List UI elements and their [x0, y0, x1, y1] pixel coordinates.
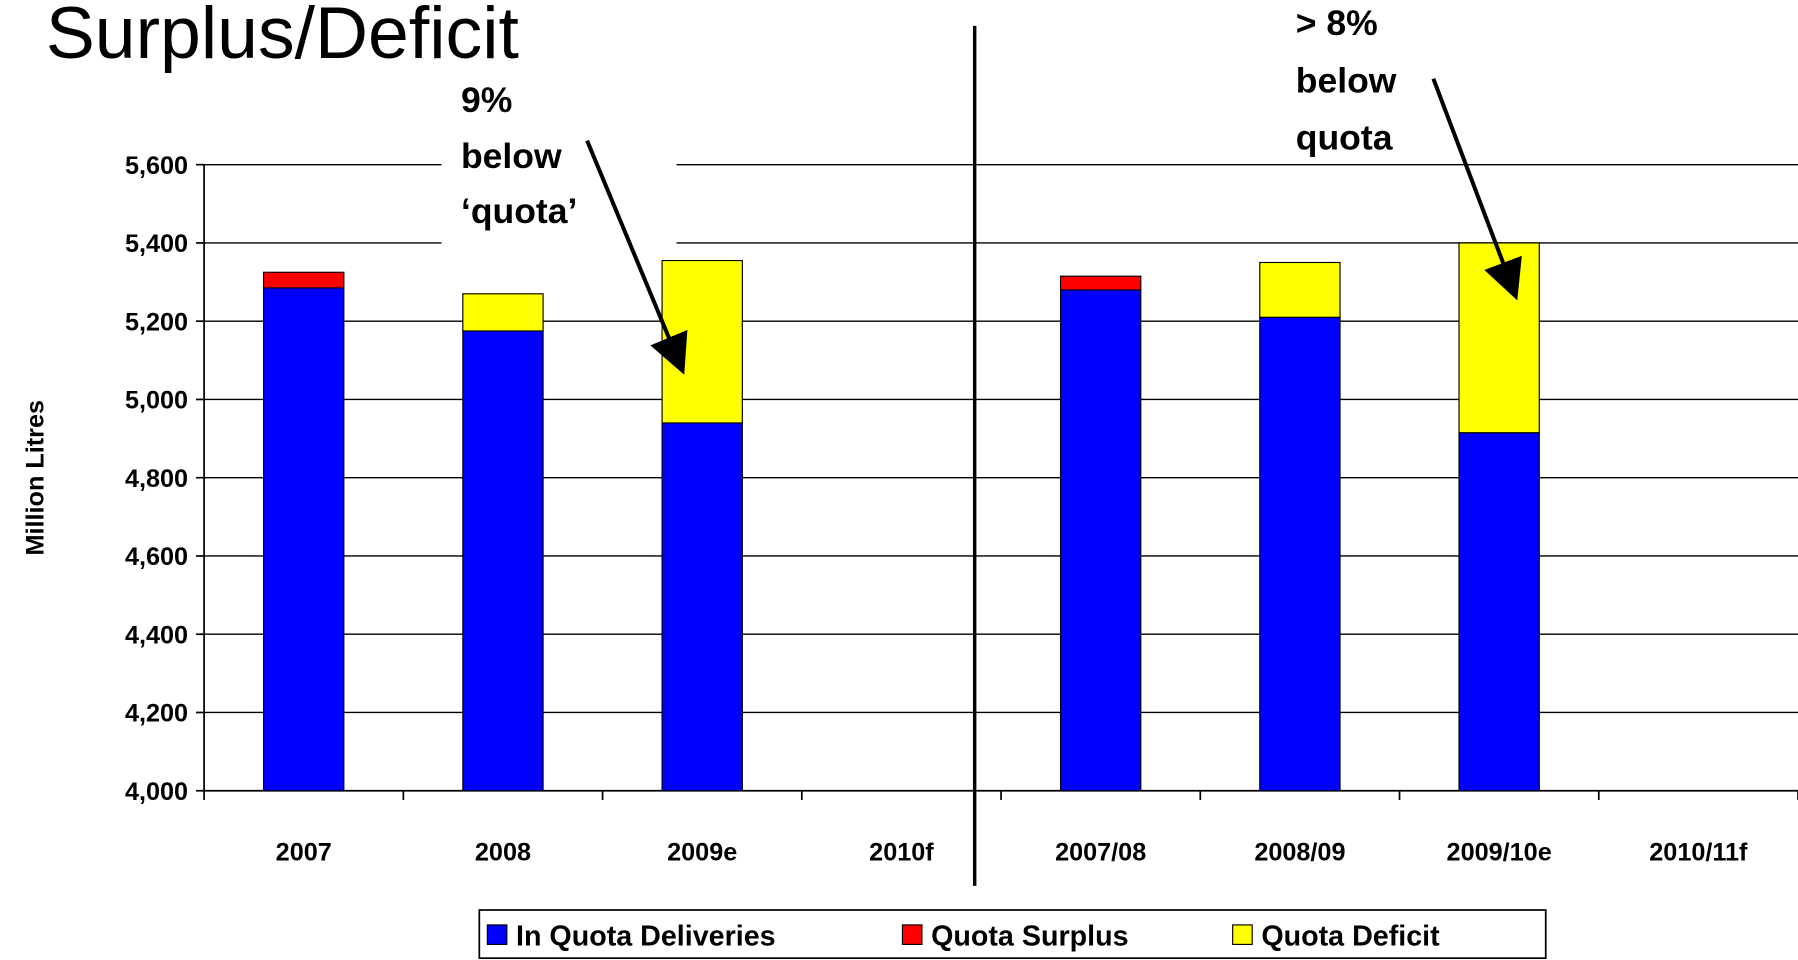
annotation: > 8%: [1296, 3, 1378, 43]
bar: [1458, 242, 1540, 434]
bar: [1259, 316, 1341, 792]
y-tick-label: 5,200: [125, 308, 188, 336]
legend-swatch: [901, 924, 923, 945]
legend-label: In Quota Deliveries: [516, 921, 776, 953]
annotation: below: [461, 136, 562, 176]
bar: [462, 293, 544, 332]
bar: [661, 422, 743, 792]
x-tick-label: 2007: [276, 839, 332, 867]
bar: [1059, 289, 1142, 792]
arrow: [585, 139, 688, 375]
y-tick-label: 4,200: [125, 700, 188, 728]
bar: [1458, 432, 1540, 792]
y-axis-label: Million Litres: [22, 400, 50, 556]
y-tick-label: 5,600: [125, 152, 188, 180]
arrow: [1431, 77, 1522, 301]
y-tick-label: 4,800: [125, 465, 188, 493]
chart-title: Surplus/Deficit: [46, 0, 519, 74]
legend-swatch: [486, 924, 508, 945]
x-tick-label: 2008/09: [1254, 839, 1345, 867]
bar: [263, 271, 345, 289]
y-tick-label: 5,400: [125, 230, 188, 258]
x-tick-label: 2009e: [667, 839, 737, 867]
y-tick-label: 4,000: [125, 778, 188, 806]
legend-label: Quota Deficit: [1261, 921, 1440, 953]
x-tick-label: 2010/11f: [1649, 839, 1748, 867]
y-tick-label: 5,000: [125, 387, 188, 415]
x-tick-label: 2009/10e: [1447, 839, 1552, 867]
bar: [661, 259, 743, 424]
legend-swatch: [1232, 924, 1253, 945]
x-tick-label: 2010f: [869, 839, 934, 867]
y-tick-label: 4,400: [125, 621, 188, 649]
annotation: ‘quota’: [461, 191, 577, 231]
bar: [1059, 275, 1142, 291]
annotation: 9%: [461, 80, 512, 120]
x-tick-label: 2008: [475, 839, 531, 867]
legend: [478, 909, 1547, 960]
annotation-background: [441, 80, 677, 253]
x-tick-label: 2007/08: [1055, 839, 1146, 867]
bar: [1259, 261, 1341, 318]
bar: [263, 287, 345, 792]
annotation: quota: [1296, 118, 1393, 158]
y-tick-label: 4,600: [125, 543, 188, 571]
bar: [462, 330, 544, 792]
legend-label: Quota Surplus: [931, 921, 1128, 953]
annotation: below: [1296, 60, 1397, 100]
